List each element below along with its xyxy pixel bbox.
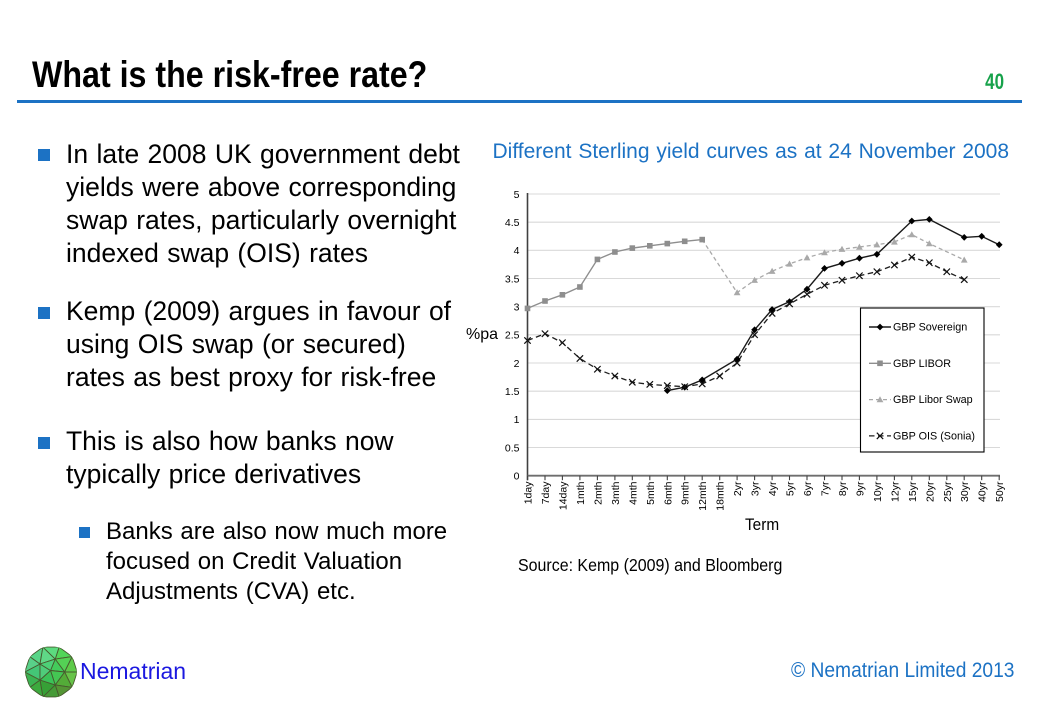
svg-text:8yr: 8yr (837, 481, 849, 496)
svg-text:15yr: 15yr (907, 481, 919, 502)
svg-text:14day: 14day (557, 481, 569, 510)
svg-text:0: 0 (514, 471, 520, 483)
svg-text:5mth: 5mth (645, 481, 657, 505)
svg-text:12mth: 12mth (697, 481, 709, 510)
svg-text:9yr: 9yr (854, 481, 866, 496)
svg-text:25yr: 25yr (942, 481, 954, 502)
svg-text:1mth: 1mth (575, 481, 587, 505)
svg-text:GBP LIBOR: GBP LIBOR (893, 358, 951, 370)
svg-text:3.5: 3.5 (505, 273, 520, 285)
svg-text:10yr: 10yr (872, 481, 884, 502)
svg-text:18mth: 18mth (715, 481, 727, 510)
svg-text:3mth: 3mth (610, 481, 622, 505)
svg-text:9mth: 9mth (680, 481, 692, 505)
svg-text:2.5: 2.5 (505, 330, 520, 342)
svg-text:40yr: 40yr (977, 481, 989, 502)
svg-text:3yr: 3yr (750, 481, 762, 496)
svg-text:4yr: 4yr (767, 481, 779, 496)
svg-text:12yr: 12yr (889, 481, 901, 502)
svg-text:5yr: 5yr (785, 481, 797, 496)
svg-text:20yr: 20yr (924, 481, 936, 502)
svg-text:4.5: 4.5 (505, 217, 520, 229)
svg-text:0.5: 0.5 (505, 442, 520, 454)
svg-text:6mth: 6mth (662, 481, 674, 505)
svg-text:30yr: 30yr (959, 481, 971, 502)
svg-text:1day: 1day (523, 481, 535, 505)
svg-text:2: 2 (514, 358, 520, 370)
svg-text:2yr: 2yr (732, 481, 744, 496)
svg-text:GBP Sovereign: GBP Sovereign (893, 322, 967, 334)
svg-text:7yr: 7yr (820, 481, 832, 496)
svg-text:4: 4 (514, 245, 520, 257)
svg-text:GBP OIS (Sonia): GBP OIS (Sonia) (893, 431, 975, 443)
svg-text:1: 1 (514, 414, 520, 426)
svg-text:7day: 7day (540, 481, 552, 505)
svg-text:5: 5 (514, 189, 520, 201)
svg-text:6yr: 6yr (802, 481, 814, 496)
svg-text:2mth: 2mth (592, 481, 604, 505)
svg-text:GBP Libor Swap: GBP Libor Swap (893, 394, 973, 406)
svg-text:3: 3 (514, 302, 520, 314)
svg-text:50yr: 50yr (994, 481, 1006, 502)
svg-text:4mth: 4mth (627, 481, 639, 505)
svg-text:1.5: 1.5 (505, 386, 520, 398)
